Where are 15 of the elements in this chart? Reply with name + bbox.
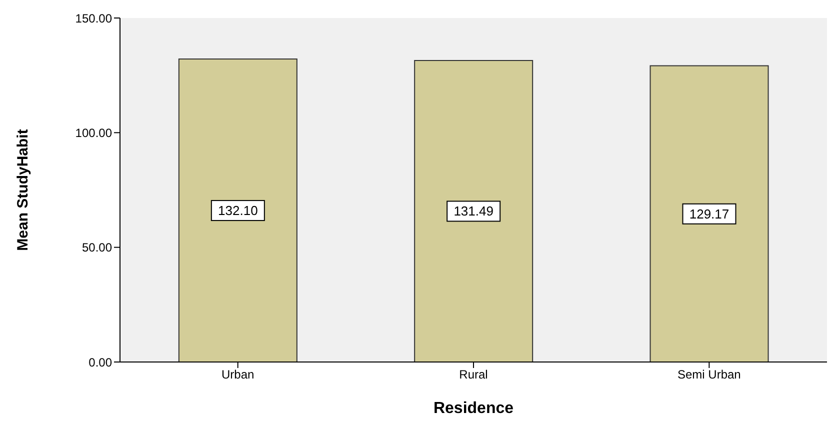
data-label: 129.17 (689, 206, 730, 222)
x-tick-label: Urban (221, 368, 254, 382)
y-tick-label: 100.00 (75, 126, 112, 140)
data-label: 132.10 (218, 203, 258, 218)
x-axis-title: Residence (433, 400, 514, 417)
y-tick-label: 150.00 (75, 11, 112, 26)
bar (650, 65, 769, 362)
y-axis-title: Mean StudyHabit (14, 129, 32, 251)
bar (414, 60, 534, 362)
data-label: 131.49 (454, 204, 494, 219)
x-tick-label: Rural (459, 368, 488, 382)
bar (178, 58, 298, 362)
x-tick-label: Semi Urban (677, 368, 741, 382)
y-tick-label: 50.00 (82, 240, 112, 255)
y-tick-label: 0.00 (88, 355, 112, 370)
